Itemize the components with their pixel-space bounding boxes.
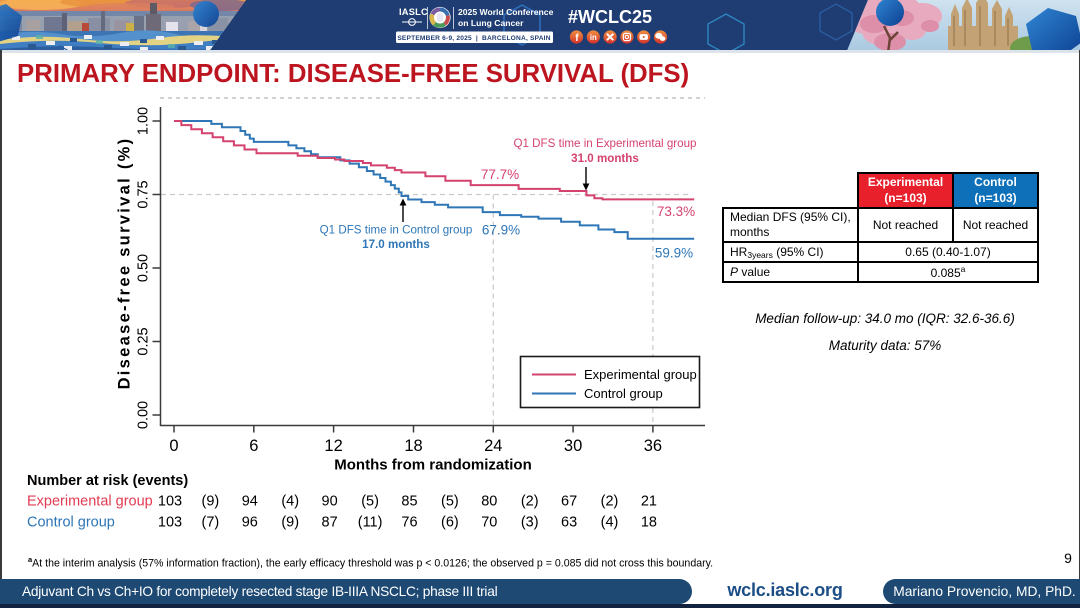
svg-text:36: 36 bbox=[644, 437, 662, 455]
svg-text:21: 21 bbox=[641, 494, 657, 510]
svg-text:(4): (4) bbox=[281, 494, 299, 510]
svg-text:(11): (11) bbox=[358, 515, 383, 531]
svg-text:77.7%: 77.7% bbox=[481, 167, 519, 182]
svg-text:18: 18 bbox=[641, 515, 657, 531]
svg-text:90: 90 bbox=[322, 494, 338, 510]
svg-text:Control group: Control group bbox=[27, 515, 115, 531]
svg-text:96: 96 bbox=[242, 515, 258, 531]
svg-text:12: 12 bbox=[324, 437, 342, 455]
svg-text:in: in bbox=[590, 33, 597, 42]
svg-text:Disease-free survival (%): Disease-free survival (%) bbox=[116, 137, 134, 390]
svg-text:70: 70 bbox=[481, 515, 497, 531]
svg-text:73.3%: 73.3% bbox=[657, 204, 695, 219]
svg-text:1.00: 1.00 bbox=[136, 107, 152, 135]
svg-text:0.00: 0.00 bbox=[136, 401, 152, 429]
svg-text:Experimental group: Experimental group bbox=[584, 367, 697, 382]
svg-text:87: 87 bbox=[322, 515, 338, 531]
svg-text:0: 0 bbox=[169, 437, 178, 455]
svg-text:59.9%: 59.9% bbox=[655, 246, 693, 261]
svg-text:(5): (5) bbox=[441, 494, 459, 510]
svg-text:Months from randomization: Months from randomization bbox=[334, 457, 532, 474]
svg-text:(9): (9) bbox=[281, 515, 299, 531]
svg-text:on Lung Cancer: on Lung Cancer bbox=[458, 18, 524, 28]
svg-text:(2): (2) bbox=[601, 494, 619, 510]
svg-text:85: 85 bbox=[401, 494, 417, 510]
svg-text:31.0 months: 31.0 months bbox=[571, 152, 639, 165]
svg-text:(9): (9) bbox=[202, 494, 220, 510]
svg-text:#WCLC25: #WCLC25 bbox=[568, 7, 652, 27]
svg-text:(3): (3) bbox=[521, 515, 539, 531]
svg-text:Number at risk (events): Number at risk (events) bbox=[27, 473, 188, 489]
svg-text:(6): (6) bbox=[441, 515, 459, 531]
svg-text:(7): (7) bbox=[202, 515, 220, 531]
svg-text:17.0 months: 17.0 months bbox=[362, 238, 430, 251]
svg-text:IASLC: IASLC bbox=[399, 7, 428, 17]
svg-text:0.50: 0.50 bbox=[136, 254, 152, 282]
svg-text:2025 World Conference: 2025 World Conference bbox=[458, 7, 554, 17]
svg-text:24: 24 bbox=[484, 437, 502, 455]
svg-text:f: f bbox=[575, 33, 579, 44]
svg-text:Control group: Control group bbox=[584, 386, 663, 401]
svg-text:103: 103 bbox=[158, 515, 182, 531]
svg-text:63: 63 bbox=[561, 515, 577, 531]
svg-text:0.25: 0.25 bbox=[136, 327, 152, 355]
svg-text:0.75: 0.75 bbox=[136, 180, 152, 208]
svg-text:(4): (4) bbox=[601, 515, 619, 531]
svg-text:80: 80 bbox=[481, 494, 497, 510]
svg-text:94: 94 bbox=[242, 494, 258, 510]
svg-text:SEPTEMBER 6-9, 2025 | BARCEL: SEPTEMBER 6-9, 2025 | BARCELONA, SPAIN bbox=[397, 35, 550, 42]
svg-text:Q1 DFS time in Control group: Q1 DFS time in Control group bbox=[320, 224, 473, 237]
svg-text:(2): (2) bbox=[521, 494, 539, 510]
svg-text:6: 6 bbox=[249, 437, 258, 455]
svg-text:(5): (5) bbox=[361, 494, 379, 510]
svg-text:30: 30 bbox=[564, 437, 582, 455]
svg-text:76: 76 bbox=[401, 515, 417, 531]
svg-text:Q1 DFS time in Experimental g: Q1 DFS time in Experimental group bbox=[514, 137, 697, 150]
svg-text:67.9%: 67.9% bbox=[482, 223, 520, 238]
svg-text:18: 18 bbox=[404, 437, 422, 455]
svg-text:103: 103 bbox=[158, 494, 182, 510]
svg-text:67: 67 bbox=[561, 494, 577, 510]
svg-text:Experimental group: Experimental group bbox=[27, 494, 153, 510]
